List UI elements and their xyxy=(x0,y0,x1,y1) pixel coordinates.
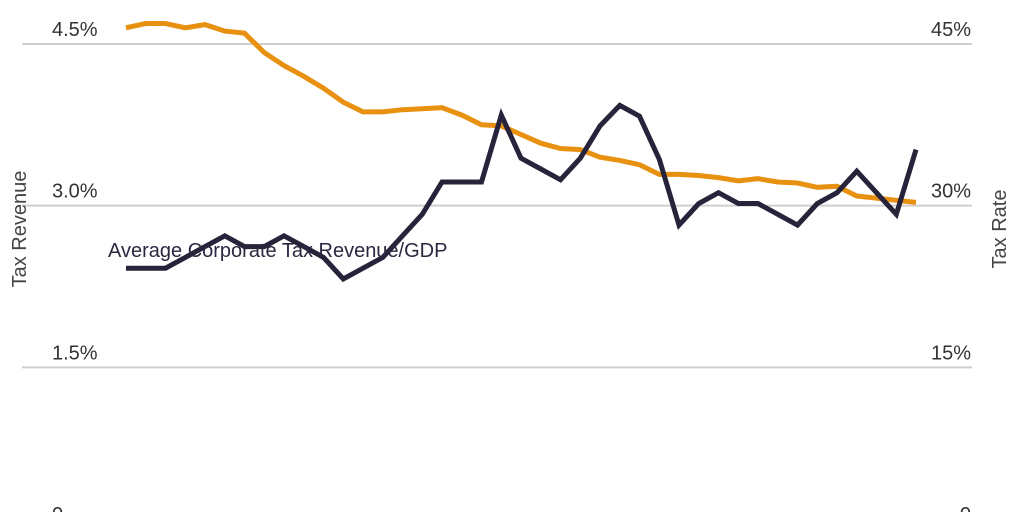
right-tick-label: 0 xyxy=(960,504,971,512)
right-axis-ticks: 45% 30% 15% 0 xyxy=(931,19,971,512)
revenue-series-line xyxy=(126,102,919,283)
rate-series-line xyxy=(125,21,917,205)
left-tick-label: 4.5% xyxy=(52,19,98,41)
right-axis-title: Tax Rate xyxy=(989,190,1011,269)
left-axis-ticks: 4.5% 3.0% 1.5% 0 xyxy=(52,19,98,512)
revenue-series-label: Average Corporate Tax Revenue/GDP xyxy=(108,240,447,262)
left-tick-label: 0 xyxy=(52,504,63,512)
left-tick-label: 1.5% xyxy=(52,342,98,364)
gridlines xyxy=(22,43,972,369)
right-tick-label: 30% xyxy=(931,181,971,203)
right-tick-label: 45% xyxy=(931,19,971,41)
left-tick-label: 3.0% xyxy=(52,181,98,203)
series-layer xyxy=(125,21,919,283)
left-axis-title: Tax Revenue xyxy=(9,171,31,288)
right-tick-label: 15% xyxy=(931,342,971,364)
